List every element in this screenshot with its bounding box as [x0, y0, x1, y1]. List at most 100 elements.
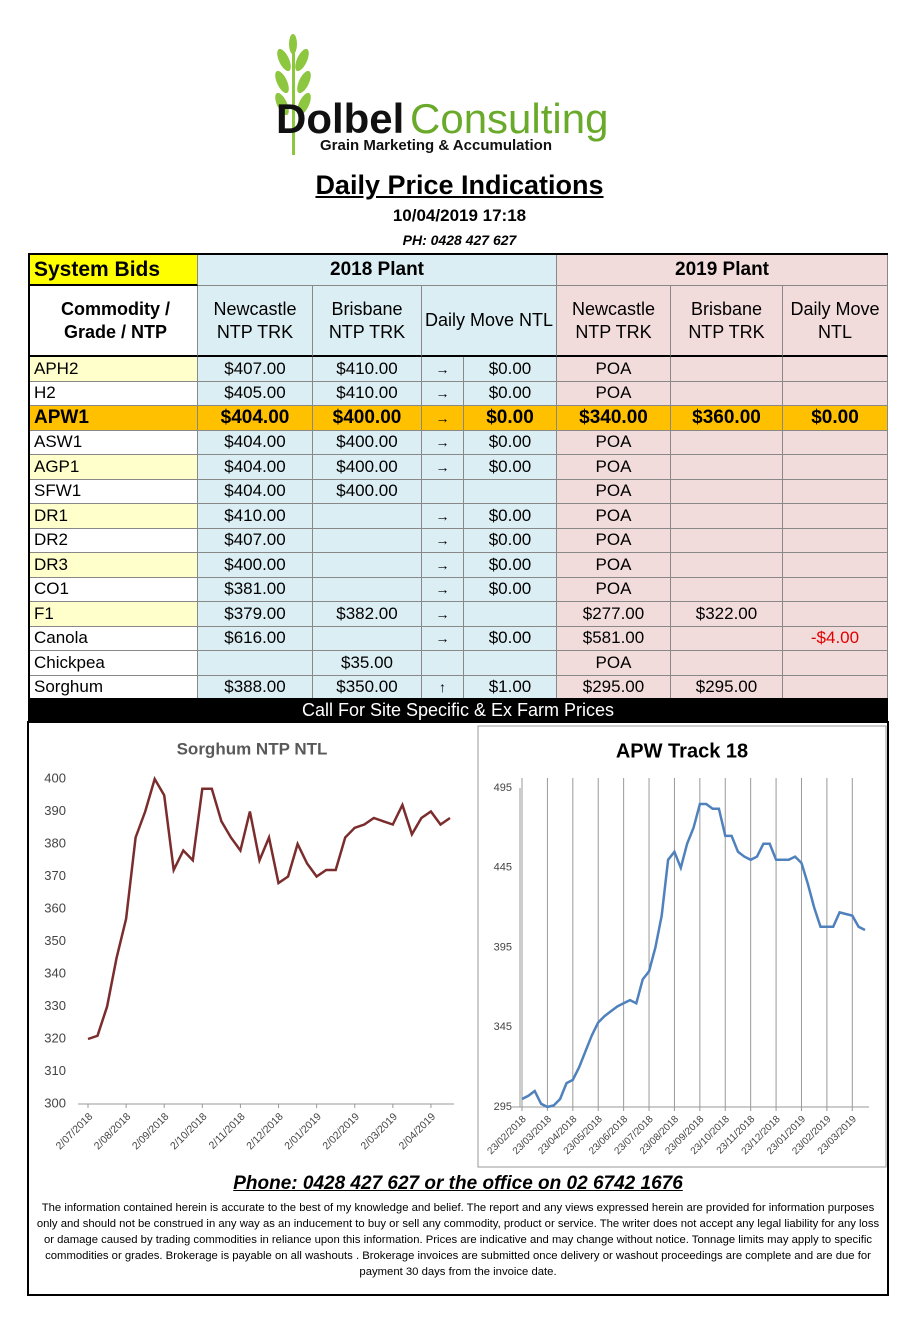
- table-cell: [783, 455, 888, 480]
- table-cell: [783, 602, 888, 627]
- table-cell: POA: [557, 577, 671, 602]
- y-tick-label: 360: [44, 900, 66, 915]
- table-cell: $0.00: [464, 504, 557, 529]
- table-cell: [671, 553, 783, 578]
- data-line: [87, 775, 451, 1041]
- column-header: Newcastle NTP TRK: [557, 286, 671, 357]
- y-tick-label: 310: [44, 1063, 66, 1078]
- y-tick-label: 295: [494, 1101, 512, 1113]
- table-cell: [313, 577, 422, 602]
- table-cell: APW1: [30, 406, 198, 431]
- table-cell: POA: [557, 430, 671, 455]
- y-tick-label: 400: [44, 770, 66, 785]
- x-tick-label: 23/06/2018: [587, 1114, 630, 1157]
- table-cell: →: [422, 504, 464, 529]
- table-cell: $0.00: [464, 406, 557, 431]
- table-cell: $400.00: [313, 479, 422, 504]
- x-tick-label: 23/08/2018: [638, 1114, 681, 1157]
- table-cell: $410.00: [313, 381, 422, 406]
- x-tick-label: 23/01/2019: [765, 1114, 808, 1157]
- y-tick-label: 350: [44, 933, 66, 948]
- table-cell: $379.00: [198, 602, 313, 627]
- x-tick-label: 23/12/2018: [740, 1114, 783, 1157]
- y-tick-label: 300: [44, 1095, 66, 1110]
- x-tick-label: 2/12/2018: [244, 1111, 286, 1153]
- table-cell: [671, 455, 783, 480]
- x-tick-label: 23/10/2018: [689, 1114, 732, 1157]
- table-cell: [783, 430, 888, 455]
- table-cell: [464, 479, 557, 504]
- table-cell: $0.00: [464, 430, 557, 455]
- group-header: 2018 Plant: [198, 255, 557, 286]
- x-tick-label: 23/04/2018: [536, 1114, 579, 1157]
- disclaimer: The information contained herein is accu…: [36, 1202, 880, 1278]
- table-cell: [783, 479, 888, 504]
- table-cell: Canola: [30, 626, 198, 651]
- table-cell: →: [422, 553, 464, 578]
- table-cell: [198, 651, 313, 676]
- table-cell: $381.00: [198, 577, 313, 602]
- y-tick-label: 395: [494, 941, 512, 953]
- table-cell: $0.00: [464, 528, 557, 553]
- table-cell: $410.00: [198, 504, 313, 529]
- group-header: 2019 Plant: [557, 255, 888, 286]
- group-header: System Bids: [30, 255, 198, 286]
- table-cell: $0.00: [464, 455, 557, 480]
- table-cell: $0.00: [464, 357, 557, 382]
- table-cell: $382.00: [313, 602, 422, 627]
- x-tick-label: 23/02/2018: [485, 1114, 528, 1157]
- table-cell: [313, 528, 422, 553]
- x-tick-label: 2/01/2019: [282, 1111, 324, 1153]
- table-cell: $407.00: [198, 357, 313, 382]
- x-tick-label: 2/03/2019: [359, 1111, 401, 1153]
- table-cell: $407.00: [198, 528, 313, 553]
- table-cell: $0.00: [464, 577, 557, 602]
- banner: Call For Site Specific & Ex Farm Prices: [28, 698, 888, 722]
- table-cell: POA: [557, 651, 671, 676]
- table-cell: $410.00: [313, 357, 422, 382]
- chart-frame: [477, 725, 887, 1168]
- table-cell: ↑: [422, 675, 464, 700]
- table-cell: $360.00: [671, 406, 783, 431]
- table-cell: $400.00: [313, 455, 422, 480]
- table-cell: →: [422, 577, 464, 602]
- footer-phone: Phone: 0428 427 627 or the office on 02 …: [233, 1173, 683, 1194]
- logo-text: Consulting: [410, 95, 608, 142]
- table-cell: $404.00: [198, 430, 313, 455]
- x-tick-label: 2/07/2018: [54, 1111, 96, 1153]
- table-cell: $295.00: [557, 675, 671, 700]
- y-tick-label: 390: [44, 803, 66, 818]
- table-cell: $404.00: [198, 455, 313, 480]
- table-cell: [783, 577, 888, 602]
- datetime: 10/04/2019 17:18: [392, 206, 527, 225]
- table-cell: →: [422, 602, 464, 627]
- table-cell: POA: [557, 357, 671, 382]
- table-cell: POA: [557, 381, 671, 406]
- table-cell: [783, 553, 888, 578]
- column-header: Brisbane NTP TRK: [671, 286, 783, 357]
- price-table: System Bids 2018 Plant 2019 Plant Commodity…: [28, 253, 888, 700]
- table-cell: [671, 651, 783, 676]
- table-cell: →: [422, 357, 464, 382]
- table-cell: [422, 651, 464, 676]
- column-header: Brisbane NTP TRK: [313, 286, 422, 357]
- table-cell: $340.00: [557, 406, 671, 431]
- table-cell: [422, 479, 464, 504]
- table-cell: $405.00: [198, 381, 313, 406]
- table-cell: Chickpea: [30, 651, 198, 676]
- y-tick-label: 380: [44, 835, 66, 850]
- tagline: Grain Marketing & Accumulation: [320, 137, 552, 154]
- table-cell: [313, 504, 422, 529]
- table-cell: [313, 626, 422, 651]
- table-cell: $616.00: [198, 626, 313, 651]
- table-cell: DR2: [30, 528, 198, 553]
- logo-text: Dolbel: [276, 95, 404, 142]
- title: Daily Price Indications: [315, 170, 604, 200]
- y-tick-label: 340: [44, 965, 66, 980]
- table-cell: [464, 602, 557, 627]
- table-cell: $404.00: [198, 479, 313, 504]
- table-cell: [671, 479, 783, 504]
- x-tick-label: 23/02/2019: [790, 1114, 833, 1157]
- x-tick-label: 23/05/2018: [562, 1114, 605, 1157]
